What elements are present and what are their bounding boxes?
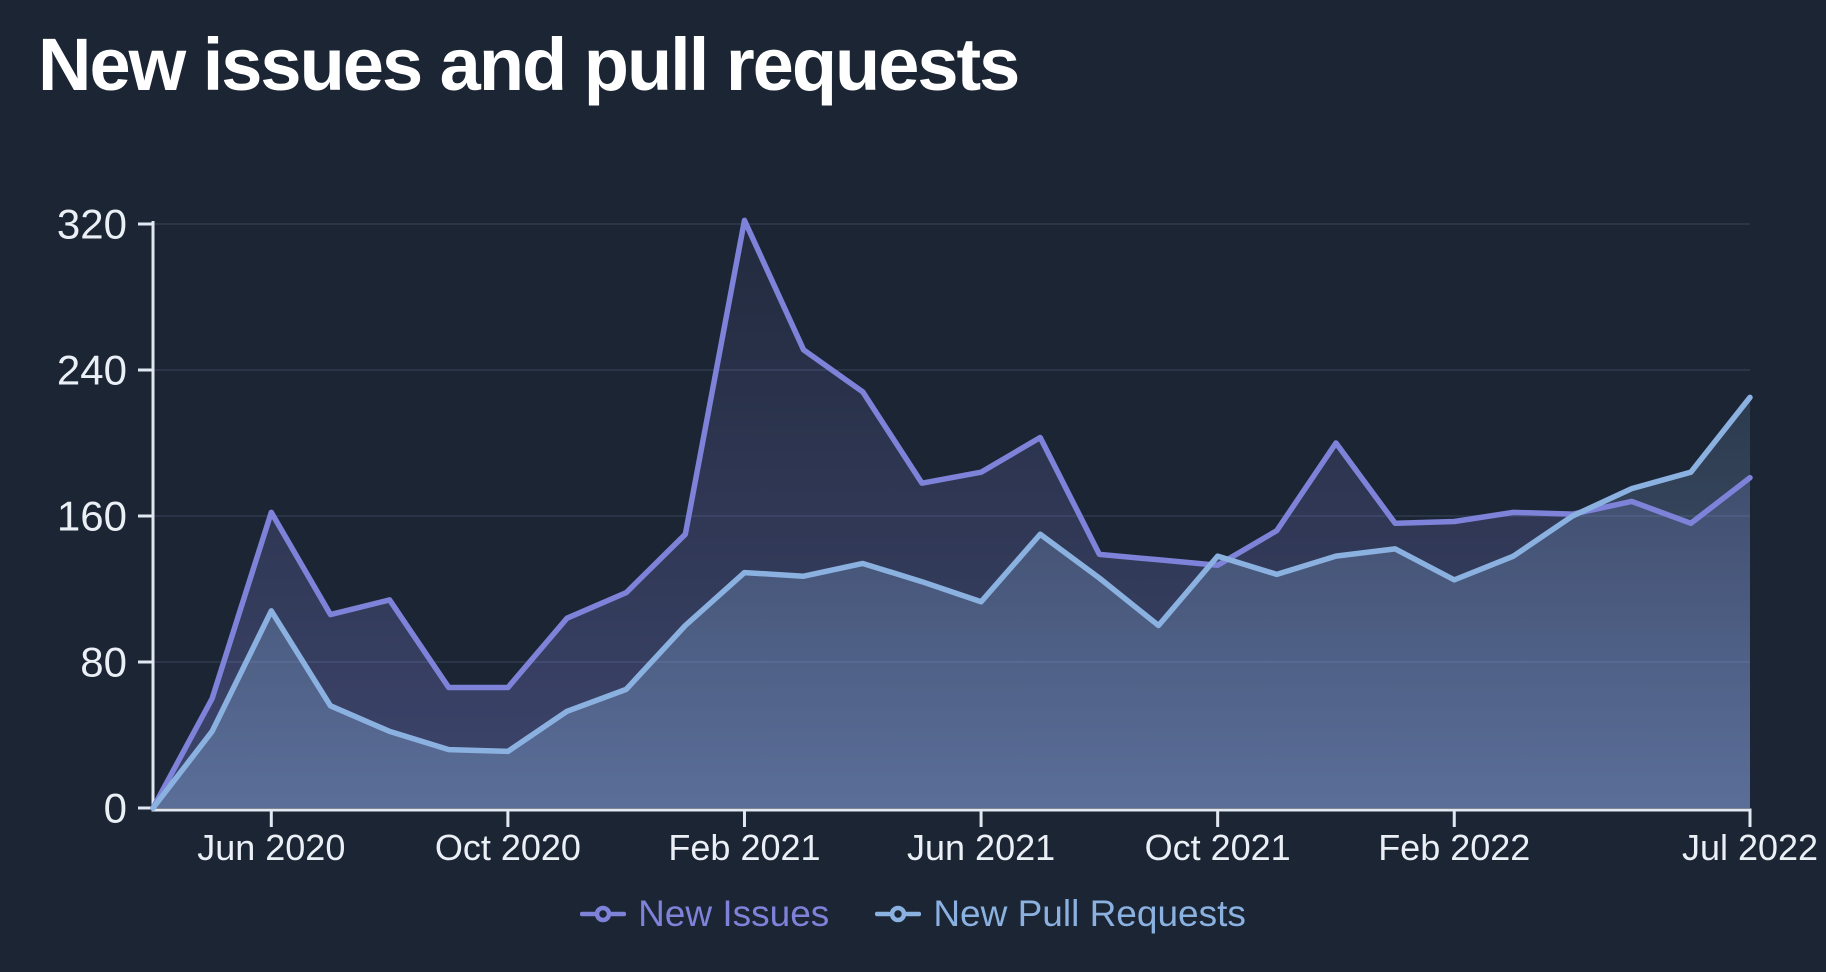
- x-tick-label-jun-2021: Jun 2021: [907, 827, 1055, 868]
- x-tick-label-feb-2021: Feb 2021: [668, 827, 820, 868]
- legend-label: New Pull Requests: [933, 893, 1246, 934]
- page-title: New issues and pull requests: [38, 23, 1020, 106]
- x-tick-label-jun-2020: Jun 2020: [197, 827, 345, 868]
- y-tick-label-0: 0: [104, 785, 127, 832]
- x-tick-label-oct-2020: Oct 2020: [435, 827, 581, 868]
- line-ring-marker-icon: [875, 905, 922, 923]
- y-tick-label-320: 320: [57, 201, 127, 248]
- chart-legend: New Issues New Pull Requests: [0, 888, 1826, 940]
- x-tick-label-jul-2022: Jul 2022: [1682, 827, 1818, 868]
- y-tick-label-160: 160: [57, 493, 127, 540]
- x-tick-label-oct-2021: Oct 2021: [1145, 827, 1291, 868]
- y-tick-label-240: 240: [57, 347, 127, 394]
- area-new-pull-requests: [153, 397, 1750, 808]
- legend-label: New Issues: [638, 893, 830, 934]
- x-tick-label-feb-2022: Feb 2022: [1378, 827, 1530, 868]
- y-tick-label-80: 80: [80, 639, 127, 686]
- legend-item-new-issues[interactable]: New Issues: [580, 893, 829, 935]
- line-ring-marker-icon: [580, 905, 627, 923]
- line-new-issues[interactable]: [150, 217, 1753, 811]
- line-new-pull-requests[interactable]: [150, 394, 1753, 811]
- legend-item-new-pull-requests[interactable]: New Pull Requests: [875, 893, 1246, 935]
